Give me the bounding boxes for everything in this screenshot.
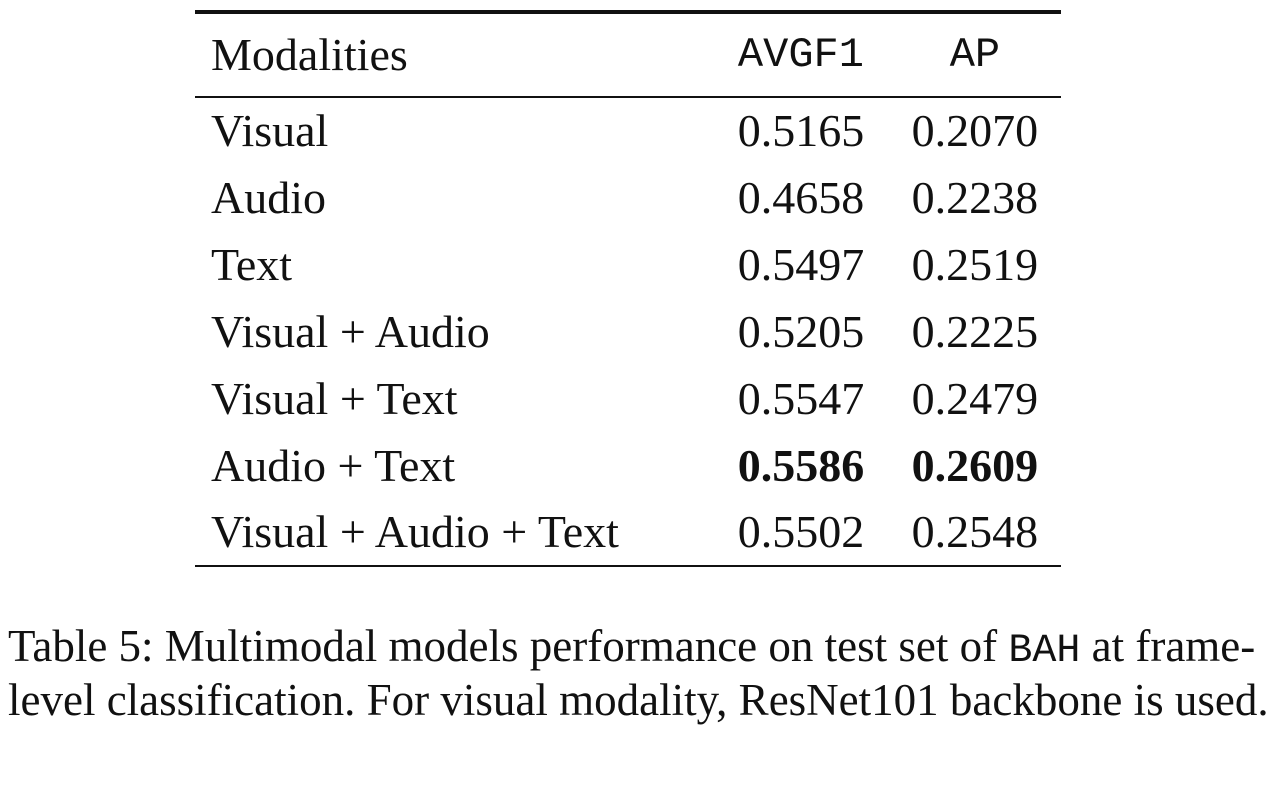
caption-text-after: at frame-level classification. For visua… — [8, 621, 1269, 725]
cell-ap: 0.2238 — [911, 171, 1039, 223]
cell-modalities: Text — [211, 238, 293, 290]
table-row: Visual + Audio 0.5205 0.2225 — [195, 298, 1061, 365]
table-body: Visual 0.5165 0.2070 Audio 0.4658 0.2238 Text 0… — [195, 97, 1061, 566]
table-row: Audio + Text 0.5586 0.2609 — [195, 432, 1061, 499]
cell-avgf1: 0.5586 — [737, 439, 865, 491]
caption-dataset-name: BAH — [1008, 629, 1081, 674]
cell-modalities: Visual — [211, 105, 329, 156]
caption-text-before: Multimodal models performance on test se… — [164, 621, 998, 671]
table-row: Audio 0.4658 0.2238 — [195, 164, 1061, 231]
cell-modalities: Visual + Audio + Text — [211, 506, 619, 557]
header-modalities: Modalities — [211, 29, 408, 80]
cell-ap: 0.2609 — [911, 439, 1039, 491]
table-header: Modalities AVGF1 AP — [195, 12, 1061, 97]
cell-modalities: Visual + Audio — [211, 305, 490, 357]
table-row: Visual + Text 0.5547 0.2479 — [195, 365, 1061, 432]
cell-modalities: Audio — [211, 171, 326, 223]
cell-avgf1: 0.4658 — [737, 171, 865, 223]
cell-modalities: Visual + Text — [211, 372, 458, 424]
table-caption: Table 5: Multimodal models performance o… — [8, 622, 1273, 724]
cell-ap: 0.2070 — [911, 105, 1039, 156]
cell-avgf1: 0.5502 — [737, 506, 865, 557]
cell-avgf1: 0.5547 — [737, 372, 865, 424]
table-row: Text 0.5497 0.2519 — [195, 231, 1061, 298]
results-table-container: Modalities AVGF1 AP Visual 0.5165 0.2070 Au… — [195, 10, 1061, 567]
cell-ap: 0.2548 — [911, 506, 1039, 557]
results-table: Modalities AVGF1 AP Visual 0.5165 0.2070 Au… — [195, 10, 1061, 567]
caption-label: Table 5: — [8, 621, 154, 671]
table-row: Visual 0.5165 0.2070 — [195, 97, 1061, 164]
cell-avgf1: 0.5497 — [737, 238, 865, 290]
header-row: Modalities AVGF1 AP — [195, 12, 1061, 97]
cell-avgf1: 0.5205 — [737, 305, 865, 357]
cell-ap: 0.2479 — [911, 372, 1039, 424]
header-ap: AP — [949, 31, 1001, 79]
cell-ap: 0.2519 — [911, 238, 1039, 290]
cell-ap: 0.2225 — [911, 305, 1039, 357]
cell-avgf1: 0.5165 — [737, 105, 865, 156]
table-row: Visual + Audio + Text 0.5502 0.2548 — [195, 499, 1061, 566]
header-avgf1: AVGF1 — [737, 31, 864, 79]
cell-modalities: Audio + Text — [211, 439, 456, 491]
